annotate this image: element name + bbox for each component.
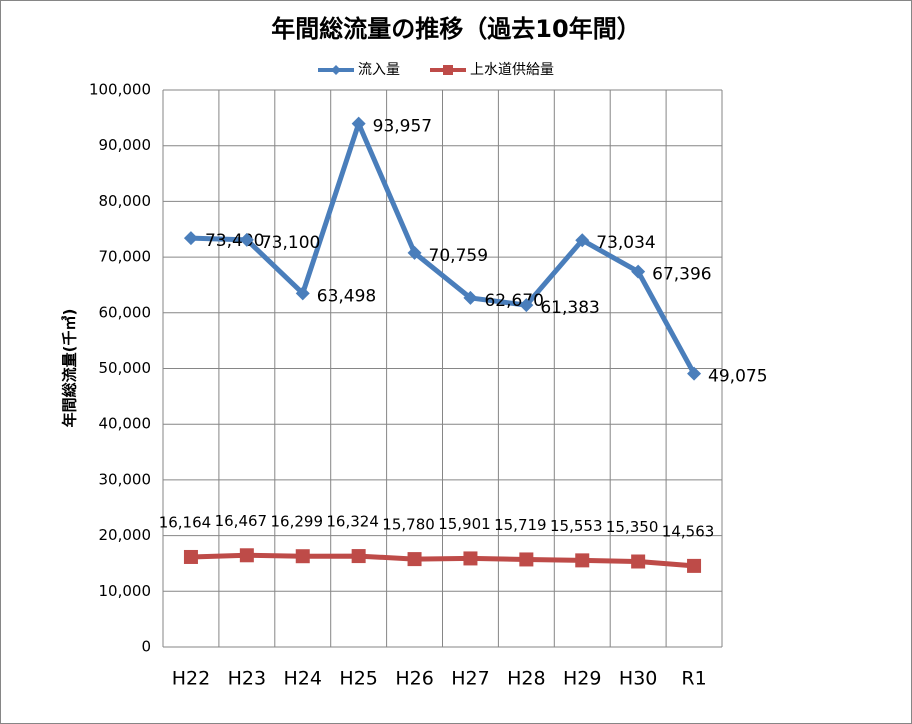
data-label: 73,100	[261, 233, 320, 253]
marker	[631, 264, 646, 279]
data-label: 49,075	[708, 367, 767, 387]
x-tick-label: H28	[507, 668, 545, 690]
y-tick-label: 90,000	[99, 136, 152, 154]
y-tick-label: 50,000	[99, 359, 152, 377]
x-tick-label: R1	[681, 668, 706, 690]
y-tick-label: 60,000	[99, 303, 152, 321]
x-tick-label: H26	[395, 668, 433, 690]
y-tick-label: 70,000	[99, 248, 152, 266]
legend-label: 上水道供給量	[470, 62, 554, 78]
y-tick-label: 10,000	[99, 582, 152, 600]
marker	[463, 290, 478, 305]
data-label: 14,563	[662, 522, 715, 540]
data-label: 15,719	[494, 516, 547, 534]
x-tick-label: H30	[619, 668, 657, 690]
data-label: 15,780	[382, 516, 435, 534]
marker	[239, 232, 254, 247]
y-tick-label: 100,000	[89, 81, 151, 99]
series-line	[190, 121, 697, 375]
data-label: 61,383	[540, 298, 599, 318]
data-label: 16,324	[326, 513, 379, 531]
legend-label: 流入量	[358, 62, 400, 78]
marker	[687, 366, 702, 381]
x-tick-label: H24	[284, 668, 322, 690]
x-tick-label: H25	[339, 668, 377, 690]
marker	[631, 554, 646, 569]
marker	[295, 549, 310, 564]
data-label: 73,034	[596, 233, 655, 253]
legend-marker	[331, 65, 341, 75]
marker	[407, 552, 422, 567]
data-label: 16,164	[159, 513, 212, 531]
marker	[687, 558, 702, 573]
data-label: 93,957	[373, 117, 432, 137]
x-tick-label: H27	[451, 668, 489, 690]
data-label: 15,350	[606, 518, 659, 536]
marker	[351, 116, 366, 131]
data-label: 15,901	[438, 515, 491, 533]
data-label: 70,759	[429, 246, 488, 266]
legend-marker	[443, 65, 453, 75]
data-label: 15,553	[550, 517, 603, 535]
marker	[463, 551, 478, 566]
marker	[575, 233, 590, 248]
marker	[351, 549, 366, 564]
data-label: 63,498	[317, 286, 376, 306]
marker	[407, 245, 422, 260]
marker	[295, 286, 310, 301]
marker	[183, 231, 198, 246]
marker	[519, 298, 534, 313]
data-label: 62,670	[484, 291, 543, 311]
data-label: 16,467	[215, 512, 268, 530]
data-label: 16,299	[271, 513, 324, 531]
marker	[519, 552, 534, 567]
y-tick-label: 30,000	[99, 470, 152, 488]
y-tick-label: 80,000	[99, 192, 152, 210]
series-line	[190, 552, 695, 569]
chart-title: 年間総流量の推移（過去10年間）	[271, 15, 640, 43]
x-tick-label: H23	[228, 668, 266, 690]
x-tick-label: H29	[563, 668, 601, 690]
data-label: 73,400	[205, 231, 264, 251]
marker	[575, 553, 590, 568]
y-tick-label: 20,000	[99, 526, 152, 544]
data-label: 67,396	[652, 265, 711, 285]
y-axis-label: 年間総流量(千㎥)	[61, 309, 79, 428]
marker	[239, 548, 254, 563]
y-tick-label: 40,000	[99, 415, 152, 433]
x-tick-label: H22	[172, 668, 210, 690]
y-tick-label: 0	[141, 638, 151, 656]
marker	[183, 549, 198, 564]
